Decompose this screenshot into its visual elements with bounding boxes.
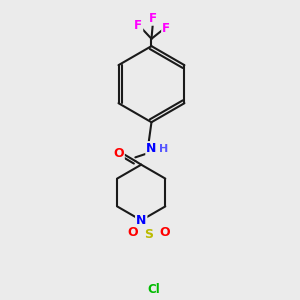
Text: H: H <box>159 144 168 154</box>
Text: F: F <box>162 22 170 35</box>
Text: F: F <box>149 12 157 25</box>
Text: F: F <box>134 19 142 32</box>
Text: N: N <box>146 142 157 155</box>
Text: S: S <box>144 229 153 242</box>
Text: O: O <box>127 226 138 239</box>
Text: N: N <box>136 214 146 227</box>
Text: Cl: Cl <box>147 283 160 296</box>
Text: O: O <box>159 226 170 239</box>
Text: O: O <box>113 147 124 160</box>
